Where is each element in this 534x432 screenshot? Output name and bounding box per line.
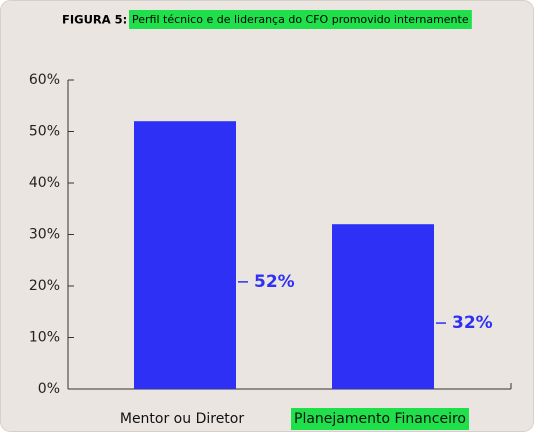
- y-tick-label: 40%: [29, 175, 60, 191]
- y-tick-label: 20%: [29, 278, 60, 294]
- y-tick-label: 30%: [29, 227, 60, 243]
- chart-title: Perfil técnico e de liderança do CFO pro…: [132, 13, 469, 26]
- text-highlight: [129, 10, 472, 29]
- y-tick-label: 0%: [38, 381, 60, 397]
- text-highlight: [291, 408, 469, 430]
- x-tick-label: Planejamento Financeiro: [294, 411, 466, 427]
- y-tick-label: 50%: [29, 124, 60, 140]
- bar: [134, 121, 236, 389]
- bar: [332, 224, 434, 389]
- y-tick-label: 10%: [29, 330, 60, 346]
- highlights: [129, 10, 472, 430]
- x-tick-label: Mentor ou Diretor: [120, 411, 245, 427]
- value-label: 52%: [254, 272, 295, 292]
- figure-label: FIGURA 5:: [62, 13, 127, 27]
- value-label: 32%: [452, 313, 493, 333]
- y-tick-label: 60%: [29, 72, 60, 88]
